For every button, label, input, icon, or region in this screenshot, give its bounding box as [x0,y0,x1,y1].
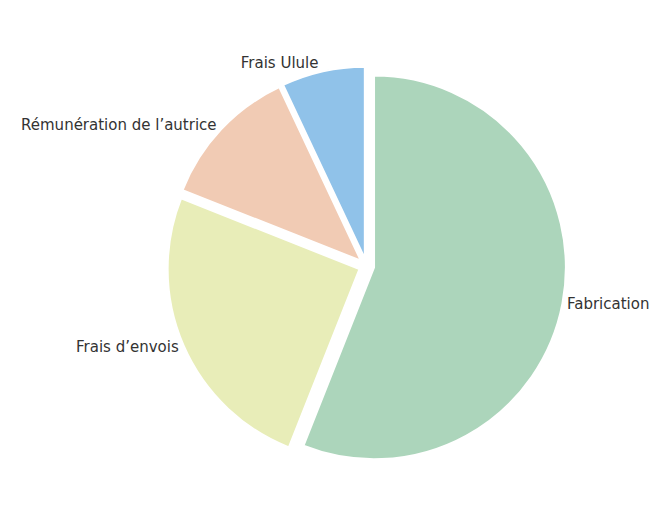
svg-text:Frais Ulule: Frais Ulule [241,54,319,72]
svg-text:Frais d’envois: Frais d’envois [76,338,179,356]
svg-text:Fabrication: Fabrication [567,295,649,313]
svg-text:Rémunération de l’autrice: Rémunération de l’autrice [21,116,217,134]
